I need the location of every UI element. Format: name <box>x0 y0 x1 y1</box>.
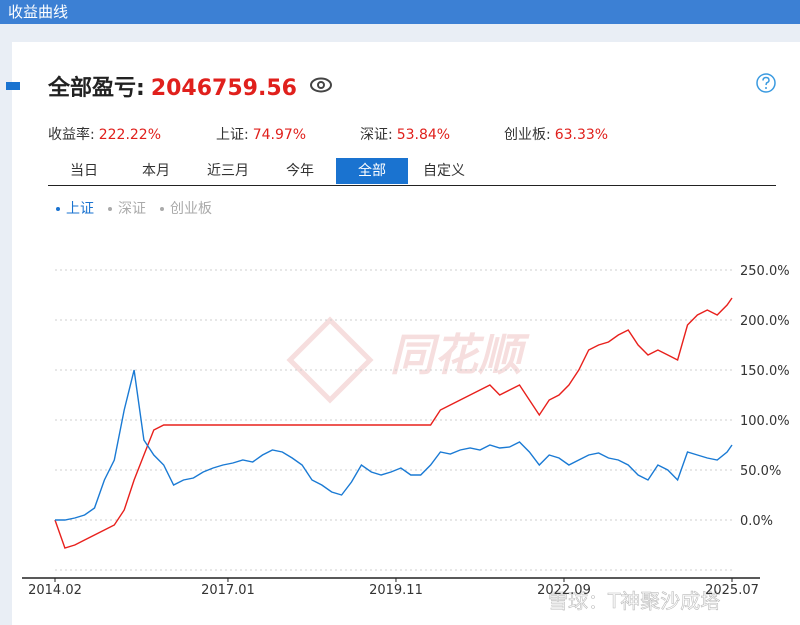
legend-dot <box>56 207 60 211</box>
legend-dot <box>160 207 164 211</box>
help-icon[interactable] <box>755 72 777 94</box>
stat-value: 63.33% <box>554 127 609 143</box>
tab[interactable]: 近三月 <box>207 163 249 179</box>
y-tick-label: 250.0% <box>740 264 790 279</box>
x-tick-label: 2025.07 <box>705 583 759 598</box>
watermark-logo <box>286 316 374 404</box>
x-tick-label: 2017.01 <box>201 583 255 598</box>
stat: 收益率: 222.22% <box>48 124 161 144</box>
y-tick-label: 50.0% <box>740 464 781 479</box>
card <box>12 42 800 625</box>
y-tick-label: 100.0% <box>740 414 790 429</box>
legend-label: 上证 <box>66 201 94 217</box>
series-line <box>54 297 733 549</box>
legend-dot <box>108 207 112 211</box>
headline: 全部盈亏: 2046759.56 <box>48 70 297 102</box>
watermark: 同花顺 <box>390 330 530 381</box>
legend-entry[interactable]: 创业板 <box>160 198 212 218</box>
y-tick-label: 150.0% <box>740 364 790 379</box>
y-tick-label: 0.0% <box>740 514 773 529</box>
stat-label: 深证: <box>360 127 393 143</box>
legend-label: 创业板 <box>170 201 212 217</box>
top-bar: 收益曲线 <box>0 0 800 24</box>
legend-label: 深证 <box>118 201 146 217</box>
summary-value: 2046759.56 <box>150 76 297 101</box>
stat-value: 53.84% <box>396 127 451 143</box>
page-title: 收益曲线 <box>8 3 69 21</box>
section-marker <box>6 82 20 90</box>
tab[interactable]: 本月 <box>142 163 170 179</box>
summary-label: 全部盈亏: <box>48 76 145 101</box>
eye-icon[interactable] <box>308 74 334 96</box>
stat-label: 创业板: <box>504 127 551 143</box>
tab[interactable]: 当日 <box>70 163 98 179</box>
y-tick-label: 200.0% <box>740 314 790 329</box>
x-tick-label: 2014.02 <box>28 583 82 598</box>
tab[interactable]: 自定义 <box>423 163 465 179</box>
watermark: 雪球：T神聚沙成塔 <box>548 589 720 613</box>
legend-entry[interactable]: 深证 <box>108 198 146 218</box>
legend-entry[interactable]: 上证 <box>56 198 94 218</box>
tab[interactable]: 全部 <box>336 158 408 184</box>
x-tick-label: 2019.11 <box>369 583 423 598</box>
stat-label: 上证: <box>216 127 249 143</box>
stat: 创业板: 63.33% <box>504 124 608 144</box>
tab[interactable]: 今年 <box>286 163 314 179</box>
stat: 深证: 53.84% <box>360 124 450 144</box>
stat-value: 74.97% <box>252 127 307 143</box>
stat-value: 222.22% <box>98 127 162 143</box>
stat: 上证: 74.97% <box>216 124 306 144</box>
x-tick-label: 2022.09 <box>537 583 591 598</box>
stat-label: 收益率: <box>48 127 95 143</box>
tab-bar: 当日 本月 近三月 今年 全部 自定义 <box>48 158 776 186</box>
series-line <box>55 369 733 521</box>
